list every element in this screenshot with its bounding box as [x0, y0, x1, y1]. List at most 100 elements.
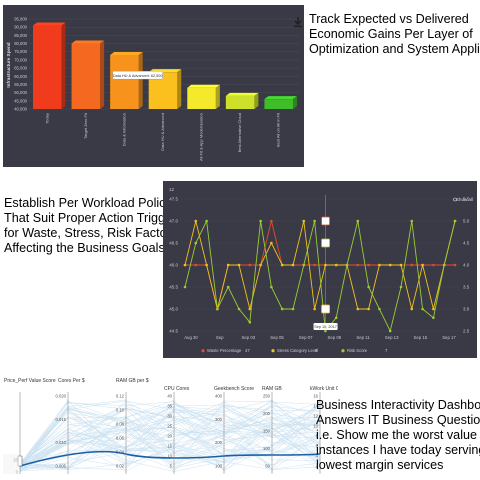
- line-chart-background: [163, 181, 477, 358]
- data-point: [205, 263, 208, 267]
- y-right-tick-label: 5.5: [463, 197, 470, 202]
- y-tick-label: 45,000: [14, 98, 27, 103]
- data-point: [270, 285, 273, 289]
- data-point: [453, 263, 457, 267]
- bar-side: [292, 96, 297, 109]
- caption-top: Track Expected vs Delivered Economic Gai…: [309, 12, 480, 57]
- caption-bottom-line-4: instances I have today serving: [316, 443, 480, 457]
- data-point: [421, 307, 424, 311]
- bar-side: [100, 40, 105, 109]
- y-left-tick-label: 47.0: [169, 219, 178, 224]
- data-point: [421, 263, 424, 267]
- bar-top: [33, 22, 66, 26]
- caption-bottom: Business Interactivity Dashboard Answers…: [316, 398, 480, 473]
- axis-tick-label: 8: [316, 434, 319, 439]
- bar-side: [215, 84, 220, 109]
- caption-top-line-2: Economic Gains Per Layer of: [309, 27, 473, 41]
- y-tick-label: 55,000: [14, 82, 27, 87]
- bar: [225, 95, 255, 109]
- data-point: [237, 263, 241, 267]
- data-point: [432, 316, 435, 320]
- axis-tick-label: 14: [313, 404, 318, 409]
- data-point: [388, 263, 392, 267]
- bar: [110, 55, 139, 109]
- data-point: [356, 263, 360, 267]
- data-point: [194, 263, 198, 267]
- data-point: [280, 263, 284, 267]
- data-point: [248, 263, 252, 267]
- data-point: [313, 263, 316, 267]
- data-point: [388, 329, 392, 333]
- data-point: [367, 263, 370, 267]
- bar: [33, 25, 62, 109]
- y-right-tick-label: 2.5: [463, 329, 470, 334]
- data-point: [432, 307, 435, 311]
- bar-chart: Infrastructure Spend 95,000 90,000 85,000 80…: [3, 5, 304, 167]
- y-left-tick-label: 44.5: [169, 329, 178, 334]
- x-tick-label: Sep 03: [242, 335, 256, 340]
- x-tick-label: Sep 13: [385, 335, 399, 340]
- download-icon[interactable]: [292, 15, 304, 28]
- y-left-tick-label: 46.5: [169, 241, 178, 246]
- data-point: [313, 307, 316, 311]
- axis-tick-label: 0.08: [116, 422, 125, 427]
- axis-tick-label: 400: [215, 394, 223, 399]
- caption-middle-line-3: for Waste, Stress, Risk Factors: [4, 226, 178, 240]
- tooltip-box: [112, 70, 163, 80]
- bar-top: [264, 96, 297, 100]
- data-point: [432, 263, 435, 267]
- data-point: [194, 219, 198, 223]
- axis-tick-label: 0.015: [56, 417, 67, 422]
- axis-tick-label: 20: [167, 434, 172, 439]
- y-left-tick-label: 45.0: [169, 307, 178, 312]
- x-tick-label: Sep 09: [328, 335, 342, 340]
- axis-tick-label: 10: [167, 454, 172, 459]
- line-chart: 12 Show all 47.5 5.5 47.0 5.0 46.5 4.5 46.0 4.0 45…: [163, 181, 477, 358]
- axis-tick-label: 0.020: [56, 394, 67, 399]
- data-point: [248, 307, 252, 311]
- y-left-tick-label: 46.0: [169, 263, 178, 268]
- axis-tick-label: 0.005: [56, 464, 67, 469]
- data-point: [194, 241, 198, 245]
- data-point: [302, 219, 306, 223]
- caption-top-line-1: Track Expected vs Delivered: [309, 12, 469, 26]
- y-tick-label: 80,000: [14, 41, 27, 46]
- bar-side: [177, 69, 182, 109]
- data-point: [183, 285, 187, 289]
- data-point: [345, 263, 349, 267]
- axis-tick-label: 0.04: [116, 450, 125, 455]
- axis-tick-label: 0.02: [116, 464, 125, 469]
- caption-top-line-3: Optimization and System Applied: [309, 42, 480, 56]
- parallel-coordinates-panel: Price_Perf Value Score 200 Cores Per $ 0.02…: [2, 374, 356, 478]
- axis-label: Price_Perf Value Score: [4, 378, 56, 384]
- bar: [71, 43, 101, 109]
- data-point: [313, 219, 316, 223]
- y-axis-extra-label: 12: [169, 187, 175, 192]
- data-point: [302, 263, 306, 267]
- series-line: [184, 219, 456, 333]
- tooltip-text: Data HU & Advanced: 62,500: [113, 74, 163, 78]
- legend-marker: [341, 349, 345, 353]
- data-point: [259, 263, 262, 267]
- bar-side: [254, 92, 259, 109]
- bar-top: [71, 40, 105, 44]
- data-point: [378, 307, 381, 311]
- data-point: [410, 263, 414, 267]
- y-right-tick-label: 4.5: [463, 241, 470, 246]
- y-right-tick-label: 3.0: [463, 307, 470, 312]
- axis-tick-label: 16: [313, 394, 318, 399]
- legend-value: 7: [385, 348, 388, 353]
- y-tick-label: 85,000: [14, 33, 27, 38]
- axis-label: Geekbench Score: [214, 386, 254, 392]
- axis-tick-label: 25: [167, 424, 172, 429]
- axis-tick-label: 250: [263, 394, 271, 399]
- legend-marker: [201, 349, 205, 353]
- bar: [187, 87, 216, 109]
- series-line: [184, 220, 456, 310]
- y-tick-label: 65,000: [14, 66, 27, 71]
- data-point: [410, 307, 414, 311]
- axis-tick-label: 100: [263, 446, 271, 451]
- y-tick-label: 50,000: [14, 90, 27, 95]
- caption-bottom-line-5: lowest margin services: [316, 458, 444, 472]
- axis-tick-label: 50: [265, 464, 270, 469]
